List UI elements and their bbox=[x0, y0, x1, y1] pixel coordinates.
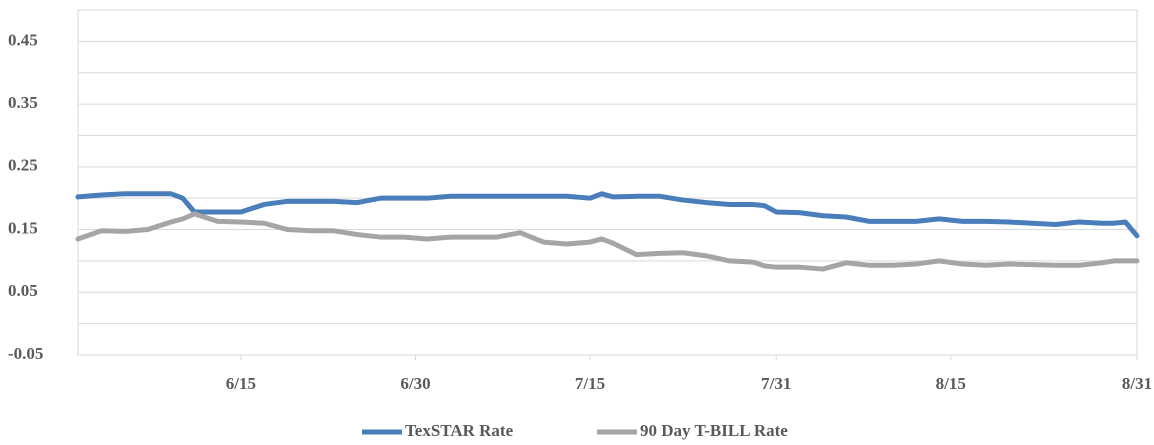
legend-label: TexSTAR Rate bbox=[405, 421, 514, 440]
plot-border bbox=[77, 9, 1138, 356]
y-tick-label: 0.15 bbox=[8, 218, 38, 237]
y-tick-label: 0.45 bbox=[8, 30, 38, 49]
y-tick-label: 0.25 bbox=[8, 156, 38, 175]
x-tick-label: 7/31 bbox=[761, 374, 791, 393]
x-tick-label: 8/31 bbox=[1122, 374, 1152, 393]
legend-label: 90 Day T-BILL Rate bbox=[640, 421, 788, 440]
x-tick-label: 6/15 bbox=[226, 374, 256, 393]
y-tick-label: -0.05 bbox=[8, 344, 43, 363]
line-series bbox=[75, 211, 1140, 272]
line-series bbox=[75, 191, 1140, 239]
x-tick-label: 8/15 bbox=[936, 374, 966, 393]
y-tick-label: 0.35 bbox=[8, 93, 38, 112]
x-tick-label: 6/30 bbox=[400, 374, 430, 393]
y-tick-label: 0.05 bbox=[8, 281, 38, 300]
x-tick-label: 7/15 bbox=[575, 374, 605, 393]
